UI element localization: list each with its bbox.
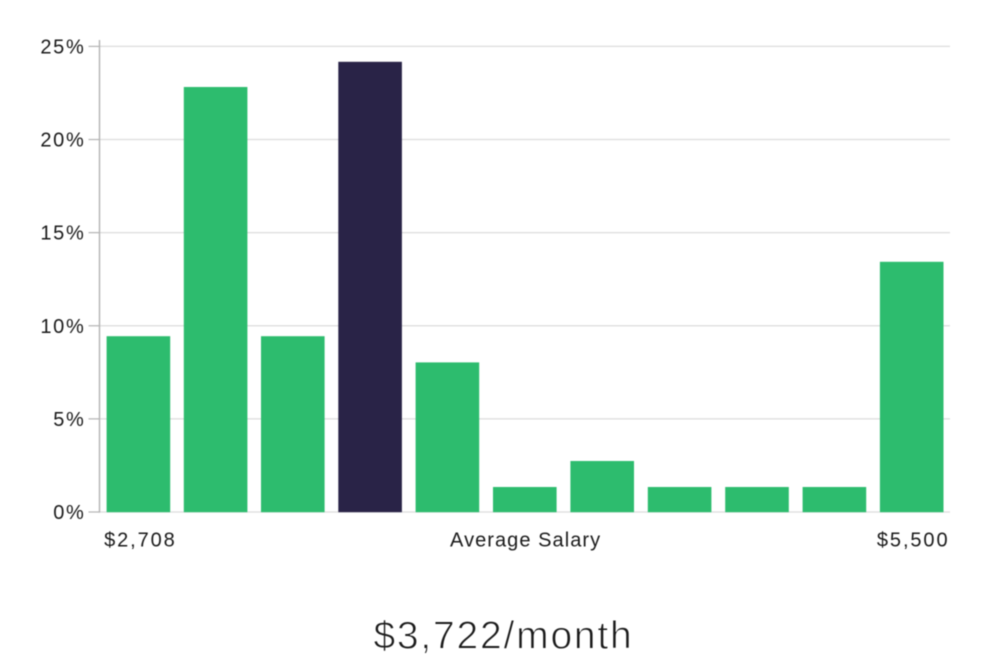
svg-text:25%: 25%	[40, 37, 85, 59]
svg-text:$2,708: $2,708	[104, 530, 177, 552]
svg-text:Average Salary: Average Salary	[450, 530, 601, 552]
svg-text:0%: 0%	[53, 502, 85, 524]
svg-text:5%: 5%	[53, 409, 85, 431]
svg-text:10%: 10%	[40, 316, 85, 338]
svg-text:$5,500: $5,500	[877, 530, 950, 552]
svg-text:$3,722/month: $3,722/month	[373, 614, 633, 657]
svg-text:15%: 15%	[40, 223, 85, 245]
svg-text:20%: 20%	[40, 130, 85, 152]
